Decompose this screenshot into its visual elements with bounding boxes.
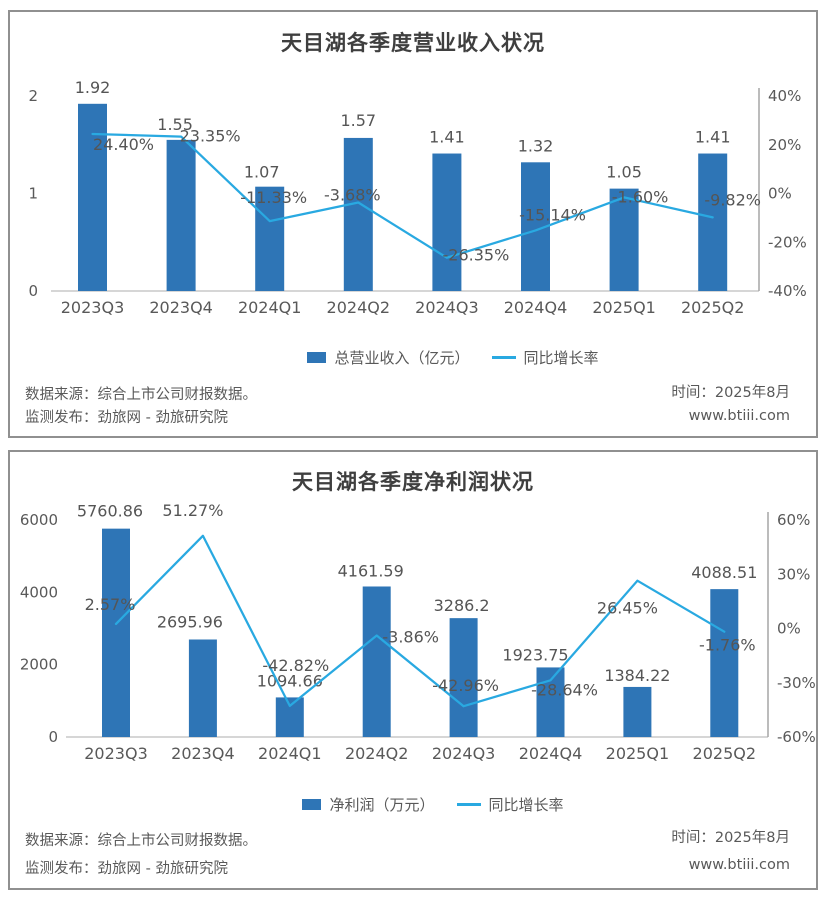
svg-text:5760.86: 5760.86: [77, 502, 143, 521]
line-series-swatch-icon: [491, 356, 516, 359]
svg-text:2024Q2: 2024Q2: [345, 744, 409, 763]
svg-text:-42.96%: -42.96%: [432, 676, 499, 695]
svg-text:1094.66: 1094.66: [257, 671, 323, 690]
svg-text:4161.59: 4161.59: [338, 561, 404, 580]
svg-text:51.27%: 51.27%: [162, 501, 223, 520]
svg-text:-26.35%: -26.35%: [443, 246, 510, 265]
svg-text:2024Q4: 2024Q4: [504, 298, 568, 317]
chart-title: 天目湖各季度净利润状况: [292, 470, 534, 494]
svg-text:40%: 40%: [768, 87, 801, 105]
svg-text:2024Q3: 2024Q3: [415, 298, 479, 317]
svg-text:2000: 2000: [20, 656, 58, 674]
svg-text:4088.51: 4088.51: [691, 563, 757, 582]
svg-text:-20%: -20%: [768, 233, 807, 251]
publisher-text: 监测发布：劲旅网 - 劲旅研究院: [25, 410, 228, 426]
svg-text:1384.22: 1384.22: [604, 666, 670, 685]
website-text: www.btiii.com: [688, 408, 790, 424]
svg-text:26.45%: 26.45%: [597, 599, 658, 618]
svg-text:1.92: 1.92: [75, 78, 111, 97]
svg-text:-28.64%: -28.64%: [531, 680, 598, 699]
svg-text:2025Q2: 2025Q2: [693, 744, 757, 763]
report-time-text: 时间：2025年8月: [671, 830, 790, 846]
line-series-swatch-icon: [456, 803, 481, 806]
data-source-text: 数据来源：综合上市公司财报数据。: [25, 833, 257, 849]
svg-text:0%: 0%: [777, 620, 801, 638]
svg-text:-15.14%: -15.14%: [519, 205, 586, 224]
website-text: www.btiii.com: [688, 857, 790, 873]
legend: 总营业收入（亿元） 同比增长率: [50, 347, 831, 368]
line-series-legend-label: 同比增长率: [488, 796, 564, 814]
svg-text:-3.68%: -3.68%: [324, 185, 381, 204]
svg-text:-1.60%: -1.60%: [612, 187, 669, 206]
svg-text:23.35%: 23.35%: [180, 127, 241, 146]
svg-text:2023Q4: 2023Q4: [171, 744, 235, 763]
bar-series-legend-label: 净利润（万元）: [329, 796, 435, 814]
svg-text:60%: 60%: [777, 511, 810, 529]
svg-text:6000: 6000: [20, 511, 58, 529]
svg-text:-3.86%: -3.86%: [382, 627, 439, 646]
svg-text:1.41: 1.41: [429, 128, 465, 147]
svg-text:1.41: 1.41: [695, 128, 731, 147]
svg-text:2024Q4: 2024Q4: [519, 744, 583, 763]
svg-text:1.07: 1.07: [244, 163, 280, 182]
footer-left: 数据来源：综合上市公司财报数据。 监测发布：劲旅网 - 劲旅研究院: [25, 384, 257, 430]
svg-text:20%: 20%: [768, 136, 801, 154]
svg-text:1.32: 1.32: [518, 136, 554, 155]
svg-text:30%: 30%: [777, 565, 810, 583]
publisher-text: 监测发布：劲旅网 - 劲旅研究院: [25, 861, 228, 877]
profit-chart-plot: 6000 4000 2000 0 60% 30% 0% -30% -60% 2023Q3 2023Q…: [20, 501, 816, 763]
svg-text:2024Q3: 2024Q3: [432, 744, 496, 763]
svg-text:24.40%: 24.40%: [93, 135, 154, 154]
svg-text:0%: 0%: [768, 185, 792, 203]
svg-text:2024Q1: 2024Q1: [238, 298, 302, 317]
svg-text:2695.96: 2695.96: [157, 612, 223, 631]
bar-series-swatch-icon: [307, 352, 327, 363]
svg-text:2024Q2: 2024Q2: [327, 298, 391, 317]
svg-text:2: 2: [28, 87, 38, 105]
svg-text:-9.82%: -9.82%: [704, 190, 761, 209]
chart-title: 天目湖各季度营业收入状况: [281, 31, 545, 55]
legend: 净利润（万元） 同比增长率: [30, 794, 831, 815]
revenue-chart-plot: 2 1 0 40% 20% 0% -20% -40% 2023Q3 2023Q4 2024Q1 202…: [28, 78, 807, 317]
svg-text:-60%: -60%: [777, 728, 816, 746]
svg-text:-11.33%: -11.33%: [240, 188, 307, 207]
svg-text:1.05: 1.05: [606, 163, 642, 182]
svg-text:2.57%: 2.57%: [85, 595, 136, 614]
data-source-text: 数据来源：综合上市公司财报数据。: [25, 387, 257, 403]
svg-text:-40%: -40%: [768, 282, 807, 300]
svg-text:2024Q1: 2024Q1: [258, 744, 322, 763]
svg-text:2023Q3: 2023Q3: [61, 298, 125, 317]
svg-text:1923.75: 1923.75: [502, 645, 568, 664]
svg-text:4000: 4000: [20, 583, 58, 601]
report-time-text: 时间：2025年8月: [671, 385, 790, 401]
line-series-legend-label: 同比增长率: [523, 349, 599, 367]
svg-text:2023Q3: 2023Q3: [84, 744, 148, 763]
svg-text:1: 1: [28, 185, 38, 203]
svg-text:0: 0: [28, 282, 38, 300]
svg-text:3286.2: 3286.2: [434, 596, 490, 615]
svg-text:2025Q2: 2025Q2: [681, 298, 745, 317]
svg-text:2023Q4: 2023Q4: [149, 298, 213, 317]
svg-text:1.57: 1.57: [340, 111, 376, 130]
svg-text:2025Q1: 2025Q1: [606, 744, 670, 763]
footer-right: 时间：2025年8月 www.btiii.com: [671, 825, 790, 879]
svg-text:-1.76%: -1.76%: [699, 636, 756, 655]
bar-series-legend-label: 总营业收入（亿元）: [334, 349, 470, 367]
svg-text:0: 0: [48, 728, 58, 746]
profit-chart-panel: 6000 4000 2000 0 60% 30% 0% -30% -60% 2023Q3 2023Q…: [8, 450, 818, 890]
svg-text:-42.82%: -42.82%: [262, 656, 329, 675]
svg-text:1.55: 1.55: [157, 115, 193, 134]
bar-series-swatch-icon: [302, 799, 322, 810]
footer-right: 时间：2025年8月 www.btiii.com: [671, 382, 790, 428]
svg-text:-30%: -30%: [777, 674, 816, 692]
svg-text:2025Q1: 2025Q1: [592, 298, 656, 317]
revenue-chart-panel: 2 1 0 40% 20% 0% -20% -40% 2023Q3 2023Q4 2024Q1 202…: [8, 10, 818, 438]
footer-left: 数据来源：综合上市公司财报数据。 监测发布：劲旅网 - 劲旅研究院: [25, 827, 257, 883]
